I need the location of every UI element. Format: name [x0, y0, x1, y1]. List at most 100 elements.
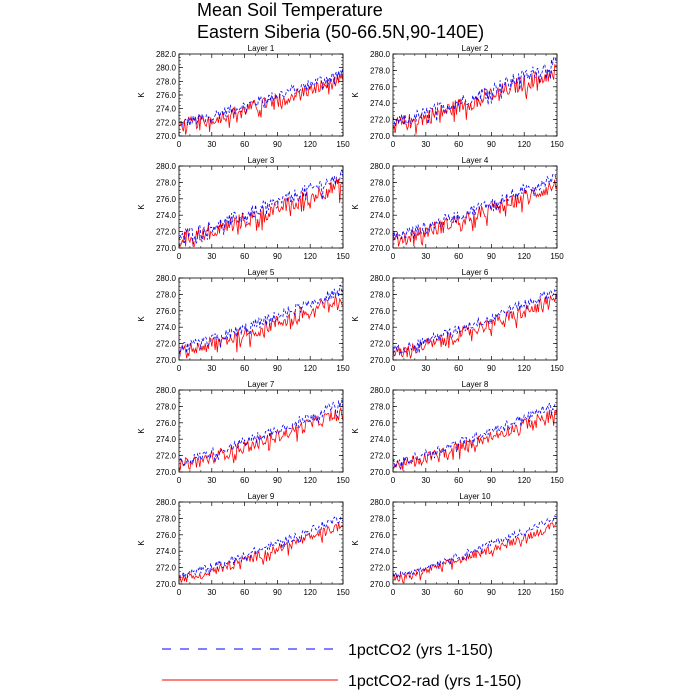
y-tick-label: 276.0 — [370, 83, 391, 92]
y-tick-label: 278.0 — [156, 178, 177, 187]
y-tick-label: 280.0 — [156, 274, 177, 283]
y-tick-label: 274.0 — [370, 435, 391, 444]
x-tick-label: 0 — [391, 252, 396, 261]
x-tick-label: 30 — [207, 476, 216, 485]
y-tick-label: 280.0 — [370, 50, 391, 59]
x-tick-label: 30 — [421, 140, 430, 149]
y-tick-label: 270.0 — [156, 580, 177, 589]
y-axis-label: K — [351, 428, 360, 434]
y-tick-label: 280.0 — [156, 162, 177, 171]
x-tick-label: 30 — [421, 588, 430, 597]
x-tick-label: 0 — [177, 364, 182, 373]
x-tick-label: 60 — [454, 252, 463, 261]
y-tick-label: 276.0 — [370, 307, 391, 316]
y-tick-label: 274.0 — [370, 211, 391, 220]
y-axis-label: K — [351, 204, 360, 210]
x-tick-label: 150 — [550, 588, 564, 597]
plot-frame — [392, 501, 558, 585]
y-tick-label: 270.0 — [156, 244, 177, 253]
panel-title: Layer 5 — [248, 268, 275, 277]
y-tick-label: 272.0 — [156, 228, 177, 237]
panel-title: Layer 10 — [459, 492, 491, 501]
y-tick-label: 272.0 — [156, 452, 177, 461]
y-tick-label: 272.0 — [370, 452, 391, 461]
x-tick-label: 30 — [207, 140, 216, 149]
y-tick-label: 270.0 — [370, 580, 391, 589]
x-tick-label: 90 — [273, 588, 282, 597]
y-axis-label: K — [137, 540, 146, 546]
panel-layer-3: Layer 3 K 270.0 272.0 274.0 276.0 278.0 280.0 0 3… — [137, 156, 350, 261]
series-line-1pctco2 — [178, 284, 344, 356]
x-tick-label: 0 — [177, 140, 182, 149]
y-tick-label: 278.0 — [156, 514, 177, 523]
figure-title-line-1: Mean Soil Temperature — [197, 0, 383, 20]
panel-title: Layer 6 — [462, 268, 489, 277]
x-tick-label: 120 — [304, 364, 318, 373]
x-tick-label: 60 — [240, 476, 249, 485]
y-tick-label: 272.0 — [370, 116, 391, 125]
y-tick-label: 280.0 — [370, 274, 391, 283]
y-axis-label: K — [351, 540, 360, 546]
panel-layer-7: Layer 7 K 270.0 272.0 274.0 276.0 278.0 280.0 0 3… — [137, 380, 350, 485]
x-tick-label: 90 — [487, 140, 496, 149]
x-tick-label: 0 — [177, 476, 182, 485]
x-tick-label: 30 — [207, 252, 216, 261]
y-tick-label: 272.0 — [370, 564, 391, 573]
y-tick-label: 280.0 — [370, 498, 391, 507]
x-tick-label: 120 — [518, 252, 532, 261]
x-tick-label: 150 — [336, 252, 350, 261]
y-tick-label: 274.0 — [370, 547, 391, 556]
y-axis-label: K — [351, 316, 360, 322]
y-tick-label: 272.0 — [156, 340, 177, 349]
x-tick-label: 30 — [207, 364, 216, 373]
y-tick-label: 274.0 — [156, 547, 177, 556]
x-tick-label: 90 — [273, 140, 282, 149]
panel-layer-6: Layer 6 K 270.0 272.0 274.0 276.0 278.0 280.0 0 3… — [351, 268, 564, 373]
x-tick-label: 120 — [304, 476, 318, 485]
x-tick-label: 150 — [336, 588, 350, 597]
series-line-1pctco2 — [178, 398, 344, 467]
y-tick-label: 280.0 — [156, 64, 177, 73]
x-tick-label: 60 — [240, 252, 249, 261]
x-tick-label: 60 — [240, 588, 249, 597]
x-tick-label: 150 — [550, 364, 564, 373]
figure-title-line-2: Eastern Siberia (50-66.5N,90-140E) — [197, 22, 484, 42]
x-tick-label: 60 — [454, 364, 463, 373]
y-axis-label: K — [137, 92, 146, 98]
series-line-1pctco2-rad — [392, 64, 558, 135]
y-tick-label: 276.0 — [370, 531, 391, 540]
y-tick-label: 278.0 — [370, 66, 391, 75]
legend-label-1pctco2: 1pctCO2 (yrs 1-150) — [348, 642, 493, 659]
x-tick-label: 0 — [391, 140, 396, 149]
legend: 1pctCO2 (yrs 1-150) 1pctCO2-rad (yrs 1-1… — [162, 642, 521, 690]
series-line-1pctco2-rad — [178, 406, 344, 471]
panel-title: Layer 2 — [462, 44, 489, 53]
x-tick-label: 0 — [391, 588, 396, 597]
x-tick-label: 90 — [273, 364, 282, 373]
series-line-1pctco2-rad — [392, 408, 558, 471]
x-tick-label: 90 — [487, 364, 496, 373]
y-tick-label: 272.0 — [156, 564, 177, 573]
panel-grid: Layer 1 K 270.0 272.0 274.0 276.0 278.0 280.0 28… — [137, 44, 564, 597]
y-tick-label: 278.0 — [370, 290, 391, 299]
y-tick-label: 276.0 — [156, 195, 177, 204]
series-line-1pctco2-rad — [392, 522, 558, 583]
y-tick-label: 276.0 — [370, 419, 391, 428]
series-line-1pctco2-rad — [392, 179, 558, 247]
series-line-1pctco2 — [392, 173, 558, 240]
x-tick-label: 150 — [336, 140, 350, 149]
x-tick-label: 0 — [177, 252, 182, 261]
y-tick-label: 280.0 — [370, 386, 391, 395]
y-tick-label: 278.0 — [370, 178, 391, 187]
x-tick-label: 150 — [550, 476, 564, 485]
y-tick-label: 274.0 — [156, 323, 177, 332]
y-tick-label: 278.0 — [156, 402, 177, 411]
x-tick-label: 120 — [304, 140, 318, 149]
x-tick-label: 150 — [550, 252, 564, 261]
series-line-1pctco2-rad — [178, 73, 344, 135]
panel-title: Layer 9 — [248, 492, 275, 501]
y-tick-label: 274.0 — [370, 99, 391, 108]
x-tick-label: 120 — [304, 588, 318, 597]
x-tick-label: 60 — [240, 140, 249, 149]
